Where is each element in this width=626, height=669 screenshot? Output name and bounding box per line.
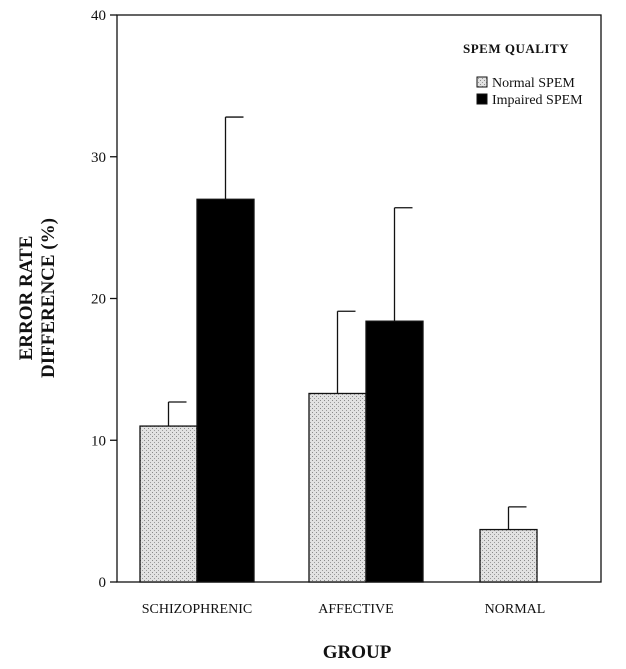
x-category-label-normal: NORMAL: [485, 602, 546, 617]
legend: SPEM QUALITY Normal SPEM Impaired SPEM: [463, 41, 583, 108]
y-tick-label-30: 30: [91, 150, 106, 166]
bar-affective-impaired-spem: [365, 320, 424, 583]
legend-label-impaired-spem: Impaired SPEM: [492, 93, 583, 108]
y-axis-title-line-2: DIFFERENCE (%): [38, 218, 59, 378]
y-tick-label-10: 10: [91, 433, 106, 449]
y-axis: 0 10 20 30 40: [91, 8, 117, 591]
bar-schizophrenic-normal-spem: [139, 425, 198, 583]
x-category-label-affective: AFFECTIVE: [318, 602, 393, 617]
y-tick-label-0: 0: [99, 575, 107, 591]
x-axis: SCHIZOPHRENIC AFFECTIVE NORMAL: [142, 602, 546, 617]
x-axis-title: GROUP: [323, 642, 392, 663]
y-tick-label-20: 20: [91, 292, 106, 308]
error-bars-group: [167, 116, 527, 530]
y-tick-label-40: 40: [91, 8, 106, 24]
x-category-label-schizophrenic: SCHIZOPHRENIC: [142, 602, 252, 617]
legend-swatch-normal-spem: [476, 76, 488, 88]
y-axis-title-line-1: ERROR RATE: [16, 236, 37, 361]
legend-label-normal-spem: Normal SPEM: [492, 76, 575, 91]
legend-title: SPEM QUALITY: [463, 41, 569, 56]
bars-group: [139, 198, 538, 583]
bar-affective-normal-spem: [308, 392, 367, 583]
bar-schizophrenic-impaired-spem: [196, 198, 255, 583]
bar-normal-normal-spem: [479, 528, 538, 583]
legend-swatch-impaired-spem: [476, 93, 488, 105]
